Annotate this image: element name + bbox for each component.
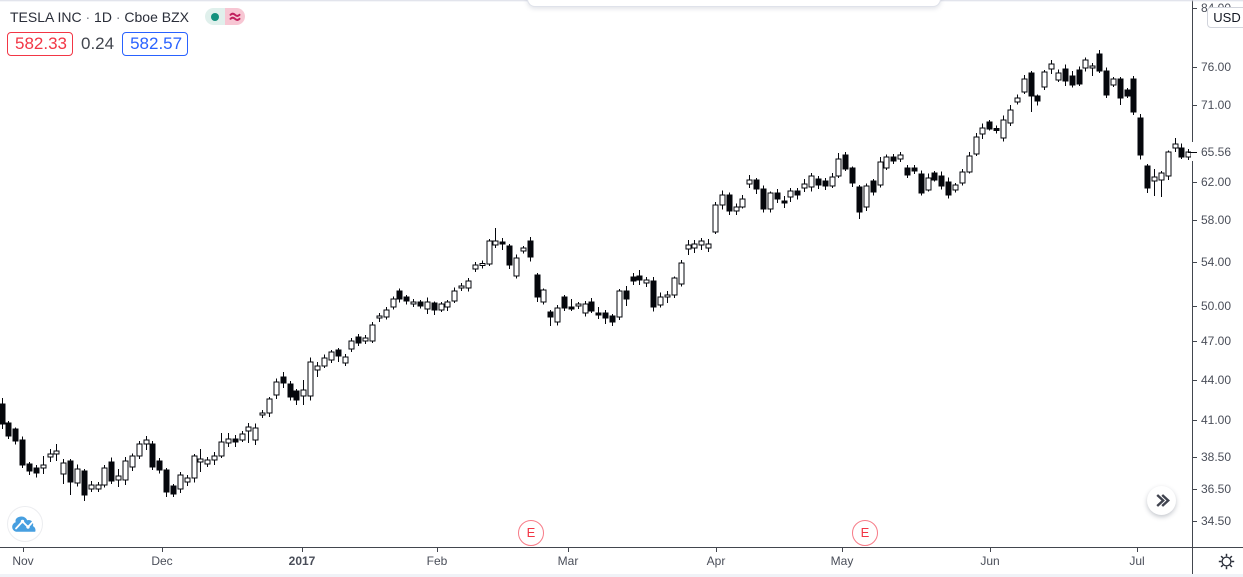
svg-text:Jul: Jul bbox=[1129, 554, 1144, 568]
svg-text:38.50: 38.50 bbox=[1201, 450, 1231, 464]
svg-text:Dec: Dec bbox=[151, 554, 172, 568]
svg-text:Apr: Apr bbox=[707, 554, 726, 568]
svg-text:44.00: 44.00 bbox=[1201, 373, 1231, 387]
svg-text:41.00: 41.00 bbox=[1201, 413, 1231, 427]
svg-text:62.00: 62.00 bbox=[1201, 175, 1231, 189]
svg-text:65.56: 65.56 bbox=[1201, 145, 1231, 159]
svg-text:Nov: Nov bbox=[12, 554, 33, 568]
svg-text:2017: 2017 bbox=[289, 554, 316, 568]
svg-text:Mar: Mar bbox=[558, 554, 579, 568]
svg-text:Jun: Jun bbox=[980, 554, 999, 568]
svg-text:54.00: 54.00 bbox=[1201, 255, 1231, 269]
svg-text:71.00: 71.00 bbox=[1201, 98, 1231, 112]
svg-text:May: May bbox=[831, 554, 854, 568]
svg-text:36.50: 36.50 bbox=[1201, 482, 1231, 496]
svg-text:58.00: 58.00 bbox=[1201, 213, 1231, 227]
svg-text:76.00: 76.00 bbox=[1201, 60, 1231, 74]
svg-text:34.50: 34.50 bbox=[1201, 514, 1231, 528]
svg-text:50.00: 50.00 bbox=[1201, 299, 1231, 313]
svg-text:Feb: Feb bbox=[427, 554, 448, 568]
svg-text:47.00: 47.00 bbox=[1201, 334, 1231, 348]
